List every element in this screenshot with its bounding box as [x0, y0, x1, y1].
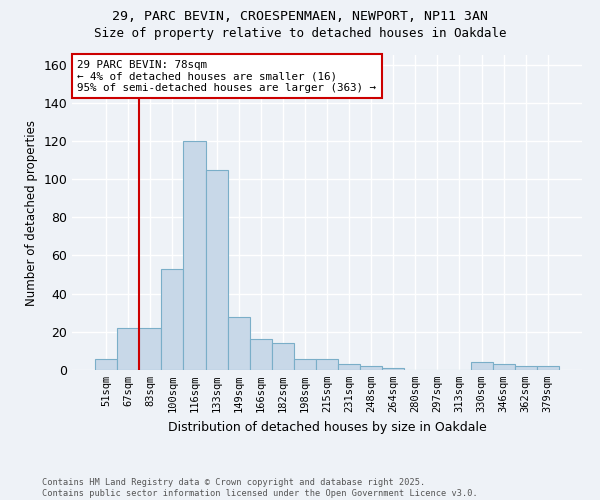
Bar	[316, 358, 338, 370]
Bar	[95, 358, 117, 370]
Bar	[493, 364, 515, 370]
Bar	[515, 366, 537, 370]
Bar	[227, 316, 250, 370]
Text: Contains HM Land Registry data © Crown copyright and database right 2025.
Contai: Contains HM Land Registry data © Crown c…	[42, 478, 478, 498]
Bar	[470, 362, 493, 370]
Bar	[537, 366, 559, 370]
X-axis label: Distribution of detached houses by size in Oakdale: Distribution of detached houses by size …	[167, 420, 487, 434]
Y-axis label: Number of detached properties: Number of detached properties	[25, 120, 38, 306]
Bar	[184, 141, 206, 370]
Bar	[294, 358, 316, 370]
Bar	[161, 269, 184, 370]
Text: 29 PARC BEVIN: 78sqm
← 4% of detached houses are smaller (16)
95% of semi-detach: 29 PARC BEVIN: 78sqm ← 4% of detached ho…	[77, 60, 376, 93]
Bar	[272, 344, 294, 370]
Bar	[382, 368, 404, 370]
Bar	[338, 364, 360, 370]
Bar	[117, 328, 139, 370]
Bar	[139, 328, 161, 370]
Bar	[250, 340, 272, 370]
Bar	[360, 366, 382, 370]
Bar	[206, 170, 227, 370]
Text: 29, PARC BEVIN, CROESPENMAEN, NEWPORT, NP11 3AN: 29, PARC BEVIN, CROESPENMAEN, NEWPORT, N…	[112, 10, 488, 23]
Text: Size of property relative to detached houses in Oakdale: Size of property relative to detached ho…	[94, 28, 506, 40]
